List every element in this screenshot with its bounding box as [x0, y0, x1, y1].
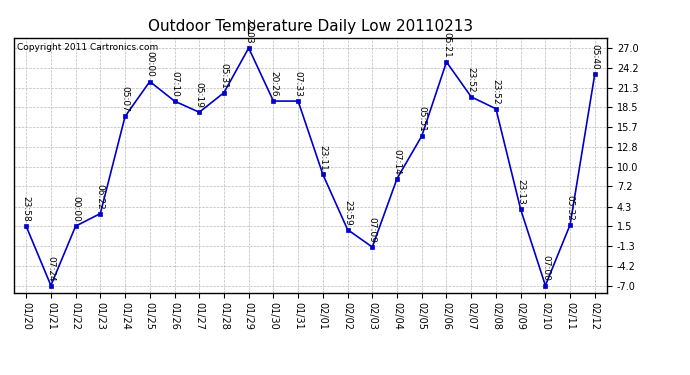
Text: 07:24: 07:24 [46, 256, 55, 281]
Text: 22:03: 22:03 [244, 18, 253, 44]
Text: 05:31: 05:31 [219, 63, 228, 88]
Text: 05:19: 05:19 [195, 82, 204, 108]
Text: 05:21: 05:21 [442, 32, 451, 58]
Text: 23:52: 23:52 [466, 67, 475, 93]
Text: 07:10: 07:10 [170, 71, 179, 97]
Text: 00:00: 00:00 [71, 196, 80, 222]
Text: 23:52: 23:52 [491, 79, 500, 105]
Text: Copyright 2011 Cartronics.com: Copyright 2011 Cartronics.com [17, 43, 158, 52]
Text: 20:26: 20:26 [269, 71, 278, 97]
Text: 23:13: 23:13 [516, 180, 525, 205]
Text: 06:22: 06:22 [96, 184, 105, 209]
Text: 05:51: 05:51 [417, 106, 426, 132]
Text: 05:40: 05:40 [591, 44, 600, 70]
Text: 05:07: 05:07 [121, 86, 130, 112]
Text: 07:33: 07:33 [294, 71, 303, 97]
Text: 23:59: 23:59 [343, 200, 352, 225]
Text: 23:58: 23:58 [21, 196, 30, 222]
Text: 07:09: 07:09 [368, 217, 377, 243]
Text: 23:11: 23:11 [318, 144, 327, 170]
Text: 05:32: 05:32 [566, 195, 575, 220]
Text: 07:14: 07:14 [393, 149, 402, 174]
Text: 07:00: 07:00 [541, 255, 550, 281]
Text: 00:00: 00:00 [146, 51, 155, 77]
Text: Outdoor Temperature Daily Low 20110213: Outdoor Temperature Daily Low 20110213 [148, 19, 473, 34]
